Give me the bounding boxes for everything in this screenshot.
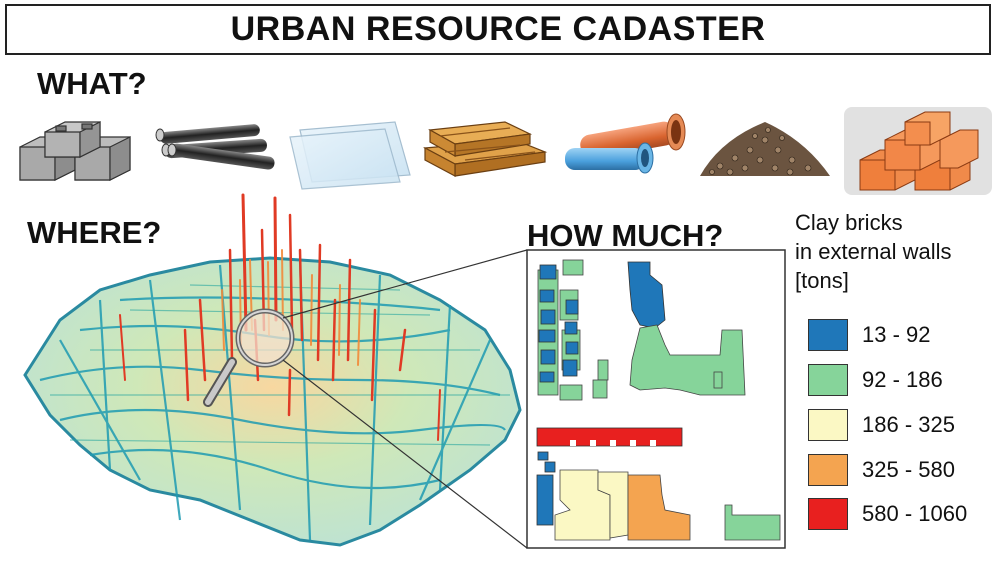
legend-swatch	[808, 319, 848, 351]
timber-boards-icon	[422, 121, 548, 177]
steel-pipes-icon	[155, 124, 275, 170]
legend-title: Clay bricks in external walls [tons]	[795, 208, 952, 295]
title-banner: URBAN RESOURCE CADASTER	[5, 4, 991, 55]
plastic-pipes-icon	[565, 113, 686, 174]
legend-label: 186 - 325	[862, 412, 955, 437]
where-heading: WHERE?	[27, 215, 162, 250]
how-much-heading: HOW MUCH?	[527, 218, 724, 253]
what-heading: WHAT?	[37, 66, 147, 101]
clay-bricks-icon	[844, 107, 992, 195]
legend-entry: 580 - 1060	[808, 497, 993, 531]
legend-title-line-2: in external walls	[795, 239, 952, 264]
legend-title-line-1: Clay bricks	[795, 210, 903, 235]
glass-panes-icon	[289, 121, 411, 190]
legend-label: 92 - 186	[862, 367, 943, 392]
legend-swatch	[808, 364, 848, 396]
legend-label: 13 - 92	[862, 322, 931, 347]
legend-entry: 186 - 325	[808, 408, 993, 442]
building-detail-map	[526, 249, 786, 549]
gravel-pile-icon	[700, 122, 830, 176]
concrete-blocks-icon	[19, 121, 131, 181]
figure-title: URBAN RESOURCE CADASTER	[230, 10, 766, 48]
legend-label: 580 - 1060	[862, 501, 968, 526]
legend-label: 325 - 580	[862, 457, 955, 482]
legend-swatch	[808, 409, 848, 441]
city-3d-map	[23, 193, 528, 549]
legend-entry: 13 - 92	[808, 318, 993, 352]
magnifier-icon	[203, 308, 295, 407]
legend-entry: 325 - 580	[808, 453, 993, 487]
legend-swatch	[808, 498, 848, 530]
legend-title-line-3: [tons]	[795, 268, 849, 293]
legend-entry: 92 - 186	[808, 363, 993, 397]
legend-swatch	[808, 454, 848, 486]
